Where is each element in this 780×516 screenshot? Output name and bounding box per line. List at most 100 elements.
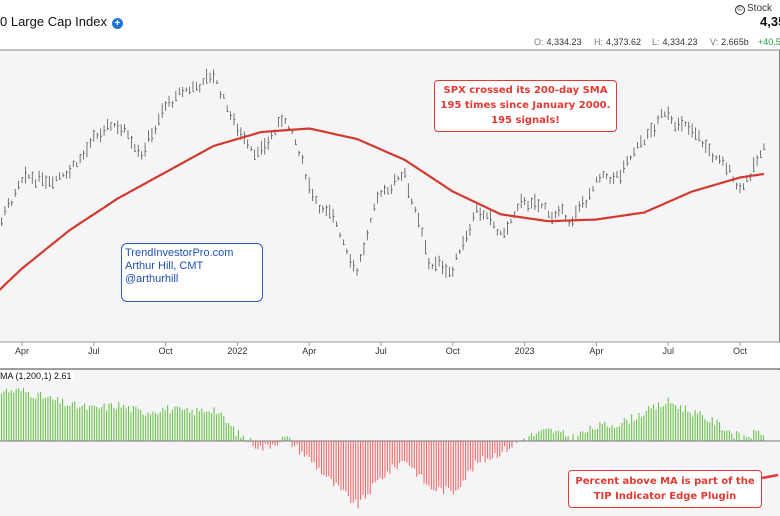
indicator-bar bbox=[181, 410, 183, 441]
indicator-bar bbox=[508, 441, 511, 450]
indicator-bar bbox=[164, 410, 166, 441]
indicator-bar bbox=[316, 441, 318, 470]
spx-signal-line-3: 195 signals! bbox=[491, 115, 560, 126]
indicator-bar bbox=[626, 419, 628, 441]
indicator-bar bbox=[736, 431, 738, 441]
indicator-bar bbox=[113, 408, 115, 441]
indicator-label: MA (1,200,1) 2.61 bbox=[0, 371, 74, 381]
indicator-bar bbox=[206, 411, 208, 441]
indicator-bar bbox=[228, 423, 230, 441]
indicator-bar bbox=[308, 441, 310, 457]
indicator-bar bbox=[662, 406, 664, 441]
indicator-bar bbox=[440, 441, 442, 489]
indicator-bar bbox=[320, 441, 323, 475]
indicator-bar bbox=[237, 430, 239, 441]
indicator-bar bbox=[394, 441, 396, 468]
ohlc-low-label: L: bbox=[652, 37, 660, 47]
indicator-bar bbox=[303, 441, 305, 457]
indicator-bar bbox=[176, 406, 178, 441]
indicator-bar bbox=[340, 441, 342, 491]
indicator-bar bbox=[81, 405, 83, 441]
indicator-bar bbox=[504, 441, 506, 447]
indicator-bar bbox=[528, 435, 530, 441]
indicator-bar bbox=[193, 415, 196, 441]
indicator-bar bbox=[257, 441, 259, 450]
indicator-bar bbox=[748, 436, 750, 441]
indicator-bar bbox=[350, 441, 352, 503]
indicator-bar bbox=[35, 398, 37, 441]
indicator-bar bbox=[714, 425, 716, 441]
ohlc-open-value: 4,334.23 bbox=[546, 37, 582, 47]
indicator-bar bbox=[606, 426, 608, 441]
indicator-bar bbox=[743, 435, 745, 441]
indicator-bar bbox=[660, 406, 662, 441]
indicator-bar bbox=[516, 441, 518, 443]
indicator-bar bbox=[355, 441, 357, 500]
brand-mark: © Stock bbox=[735, 3, 772, 15]
indicator-bar bbox=[596, 429, 598, 441]
indicator-bar bbox=[418, 441, 420, 475]
indicator-bar bbox=[633, 420, 635, 441]
indicator-bar bbox=[631, 414, 633, 441]
indicator-bar bbox=[347, 441, 349, 497]
indicator-bar bbox=[721, 429, 723, 441]
indicator-bar bbox=[333, 441, 335, 487]
indicator-bar bbox=[484, 441, 486, 463]
indicator-bar bbox=[220, 412, 222, 441]
indicator-bar bbox=[474, 441, 476, 461]
indicator-bar bbox=[604, 421, 606, 441]
ohlc-open: O: 4,334.23 bbox=[534, 37, 582, 47]
indicator-bar bbox=[555, 430, 557, 441]
indicator-bar bbox=[401, 441, 403, 461]
indicator-bar bbox=[10, 390, 12, 441]
x-tick-label: 2023 bbox=[515, 346, 535, 356]
indicator-bar bbox=[489, 441, 491, 460]
indicator-bar bbox=[367, 441, 369, 495]
indicator-bar bbox=[545, 428, 547, 441]
indicator-bar bbox=[587, 431, 589, 441]
indicator-bar bbox=[560, 431, 562, 441]
indicator-bar bbox=[71, 402, 73, 441]
indicator-bar bbox=[438, 441, 440, 487]
indicator-bar bbox=[79, 407, 81, 441]
indicator-bar bbox=[152, 411, 154, 441]
indicator-bar bbox=[679, 405, 682, 441]
info-icon[interactable]: + bbox=[111, 18, 123, 29]
indicator-bar bbox=[477, 441, 479, 464]
indicator-bar bbox=[584, 432, 586, 441]
x-tick-label: Jul bbox=[88, 346, 100, 356]
indicator-bar bbox=[689, 412, 691, 441]
indicator-bar bbox=[403, 441, 406, 462]
indicator-bar bbox=[755, 430, 757, 441]
indicator-bar bbox=[758, 430, 760, 441]
indicator-bar bbox=[91, 405, 93, 441]
indicator-bar bbox=[709, 422, 711, 441]
indicator-bar bbox=[281, 436, 283, 441]
indicator-bar bbox=[728, 430, 730, 441]
indicator-bar bbox=[13, 392, 15, 441]
indicator-bar bbox=[738, 432, 740, 441]
indicator-bar bbox=[62, 398, 64, 441]
indicator-bar bbox=[616, 427, 618, 441]
indicator-bar bbox=[140, 409, 142, 441]
indicator-bar bbox=[252, 441, 254, 447]
indicator-bar bbox=[203, 412, 205, 441]
indicator-bar bbox=[269, 441, 271, 449]
indicator-bar bbox=[296, 441, 298, 445]
indicator-bar bbox=[565, 436, 567, 441]
indicator-bar bbox=[242, 435, 244, 441]
indicator-bar bbox=[115, 409, 117, 441]
ohlc-low-value: 4,334.23 bbox=[662, 37, 698, 47]
indicator-bar bbox=[154, 413, 156, 441]
indicator-bar bbox=[692, 416, 694, 441]
indicator-bar bbox=[543, 429, 545, 441]
indicator-bar bbox=[106, 410, 108, 441]
indicator-bar bbox=[167, 405, 169, 441]
chart-title: 0 Large Cap Index + bbox=[0, 14, 123, 29]
indicator-bar bbox=[496, 441, 498, 458]
indicator-bar bbox=[149, 414, 152, 441]
indicator-bar bbox=[450, 441, 452, 491]
indicator-bar bbox=[643, 415, 645, 441]
indicator-bar bbox=[171, 409, 174, 441]
indicator-bar bbox=[247, 441, 249, 443]
